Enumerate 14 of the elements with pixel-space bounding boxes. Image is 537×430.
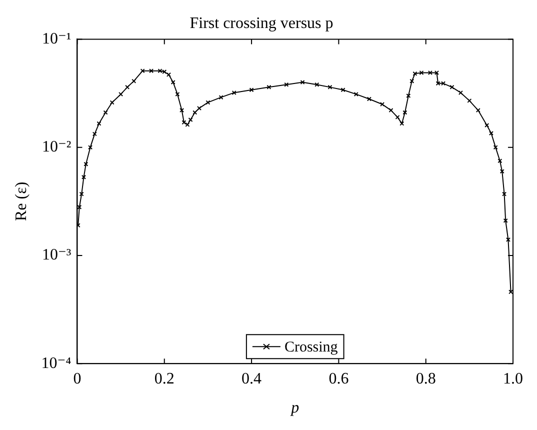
y-axis-title: Re (ε) (12, 182, 30, 221)
x-tick-label: 0.4 (242, 370, 262, 388)
x-tick-label: 1.0 (503, 370, 523, 388)
y-tick-label: 10⁻⁴ (41, 354, 72, 372)
x-tick-label: 0 (73, 370, 82, 388)
legend-label: Crossing (284, 340, 338, 356)
x-tick-label: 0.2 (154, 370, 174, 388)
y-tick-label: 10⁻² (42, 138, 72, 156)
chart-title: First crossing versus p (190, 14, 334, 32)
y-tick-label: 10⁻³ (42, 246, 72, 264)
x-tick-label: 0.8 (416, 370, 436, 388)
x-tick-label: 0.6 (328, 370, 349, 388)
y-tick-label: 10⁻¹ (42, 30, 72, 48)
x-axis-title: p (290, 400, 300, 417)
